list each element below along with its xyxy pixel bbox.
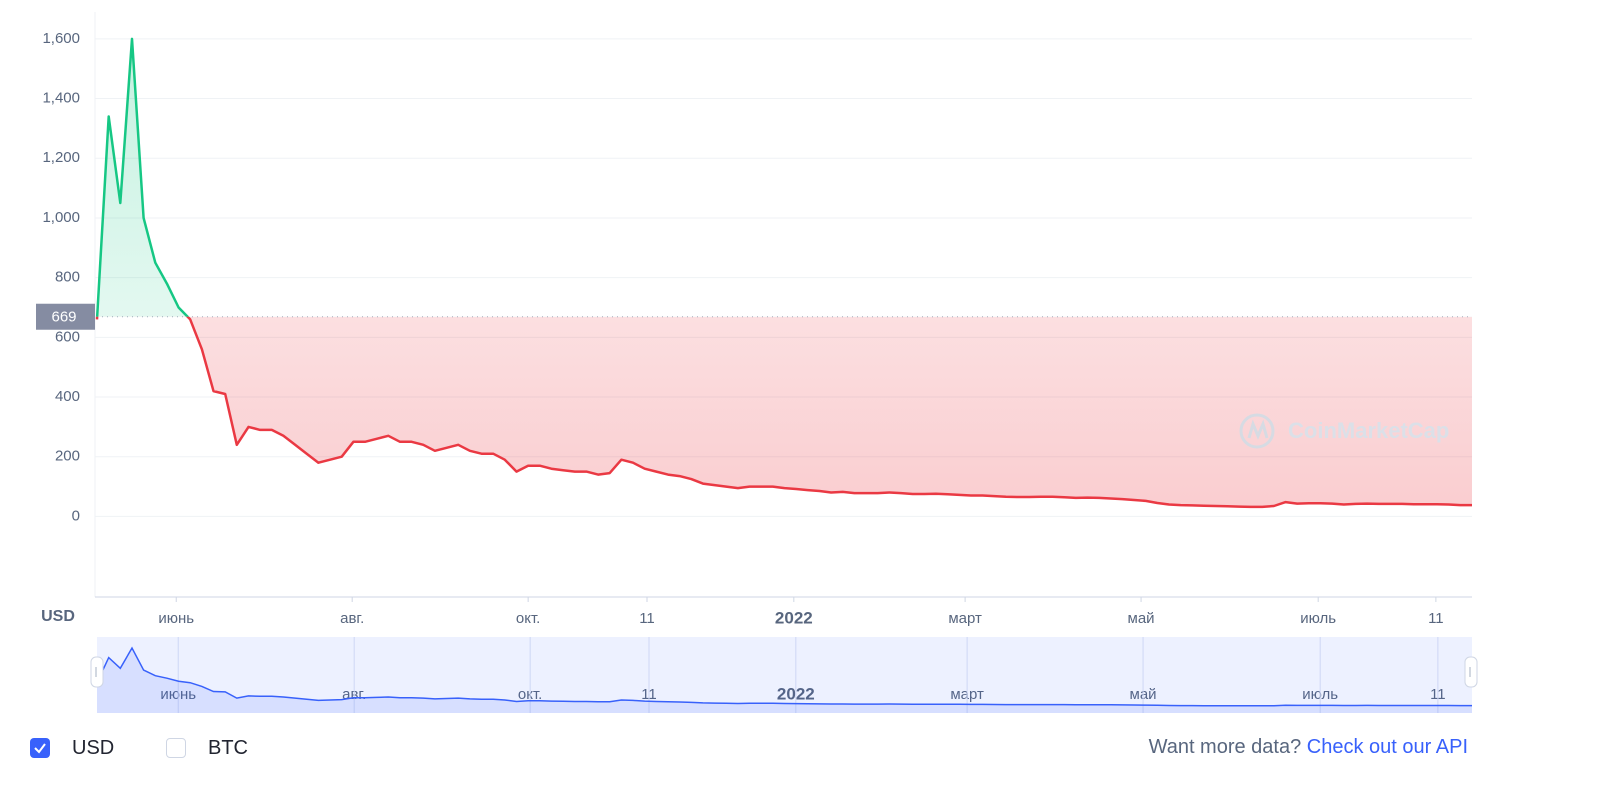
line-down — [95, 316, 1472, 509]
watermark: CoinMarketCap — [1288, 418, 1449, 443]
navigator-area — [97, 648, 1472, 713]
y-tick-label: 1,600 — [42, 30, 80, 47]
y-tick-label: 1,200 — [42, 149, 80, 166]
footer-question: Want more data? — [1148, 736, 1302, 758]
plot-area: 02004006008001,0001,2001,4001,600июньиюн… — [36, 12, 1478, 713]
baseline-label: 669 — [51, 309, 76, 326]
footer: Want more data? Check out our API — [1149, 736, 1468, 759]
api-link[interactable]: Check out our API — [1306, 736, 1468, 758]
x-tick-label: 2022 — [775, 608, 813, 627]
baseline-label-bg — [36, 303, 95, 330]
x-tick-label: авг. — [340, 610, 364, 627]
y-tick-label: 200 — [55, 448, 80, 465]
x-tick-label: июнь — [158, 610, 194, 627]
area-down — [97, 316, 1472, 507]
legend-btc[interactable]: BTC — [208, 737, 248, 759]
x-tick-label: окт. — [516, 610, 540, 627]
x-tick-label: май — [1128, 610, 1155, 627]
x-tick-label: март — [948, 610, 982, 627]
x-tick-label: июль — [1300, 610, 1336, 627]
y-tick-label: 400 — [55, 388, 80, 405]
x-tick-label: 11 — [639, 610, 655, 627]
navigator-line — [96, 646, 1472, 707]
y-tick-label: 0 — [72, 507, 80, 524]
usd-checkbox[interactable] — [30, 738, 50, 758]
navigator-handle-right[interactable] — [1464, 656, 1478, 688]
y-tick-label: 800 — [55, 269, 80, 286]
y-tick-label: 600 — [55, 328, 80, 345]
navigator-handle-left[interactable] — [90, 656, 104, 688]
y-tick-label: 1,400 — [42, 90, 80, 107]
check-icon — [34, 743, 46, 754]
y-axis-label: USD — [41, 608, 75, 625]
btc-checkbox[interactable] — [166, 738, 186, 758]
y-tick-label: 1,000 — [42, 209, 80, 226]
x-tick-label: 11 — [1428, 610, 1444, 627]
watermark-logo — [1239, 413, 1275, 449]
legend-usd[interactable]: USD — [72, 737, 115, 759]
